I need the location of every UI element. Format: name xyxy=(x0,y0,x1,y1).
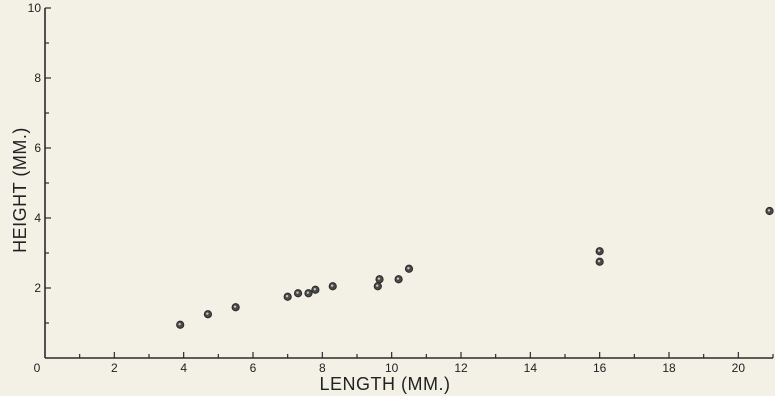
data-point-highlight xyxy=(396,277,400,280)
x-tick-label: 10 xyxy=(385,361,399,375)
data-point-highlight xyxy=(233,305,237,308)
x-tick-label: 14 xyxy=(524,361,538,375)
y-axis-title: HEIGHT (MM.) xyxy=(10,127,30,253)
data-point-highlight xyxy=(206,312,209,315)
data-point-highlight xyxy=(306,291,310,294)
y-tick-label: 8 xyxy=(34,71,41,85)
data-point-highlight xyxy=(178,322,181,326)
axes: 0 2 4 6 8 10 12 14 16 18 20 2 4 6 8 10 xyxy=(28,1,774,375)
x-tick-label: 0 xyxy=(34,361,41,375)
data-point-highlight xyxy=(376,284,379,287)
x-tick-label: 16 xyxy=(593,361,607,375)
data-point-highlight xyxy=(767,209,771,212)
data-point-highlight xyxy=(296,291,299,294)
data-point-highlight xyxy=(330,284,334,287)
x-tick-label: 20 xyxy=(732,361,746,375)
data-point-highlight xyxy=(597,249,601,252)
y-tick-label: 10 xyxy=(28,1,42,15)
y-tick-label: 2 xyxy=(34,281,41,295)
x-tick-label: 2 xyxy=(111,361,118,375)
data-point-highlight xyxy=(377,277,381,280)
x-tick-label: 18 xyxy=(662,361,676,375)
x-tick-label: 6 xyxy=(250,361,257,375)
data-point-highlight xyxy=(407,266,410,270)
y-tick-label: 6 xyxy=(34,141,41,155)
y-tick-label: 4 xyxy=(34,211,41,225)
data-point-highlight xyxy=(313,287,316,291)
x-tick-label: 4 xyxy=(180,361,187,375)
x-tick-label: 12 xyxy=(454,361,468,375)
data-points xyxy=(176,206,774,329)
data-point-highlight xyxy=(597,259,601,263)
x-tick-label: 8 xyxy=(319,361,326,375)
data-point-highlight xyxy=(285,294,289,298)
x-axis-title: LENGTH (MM.) xyxy=(320,374,451,394)
